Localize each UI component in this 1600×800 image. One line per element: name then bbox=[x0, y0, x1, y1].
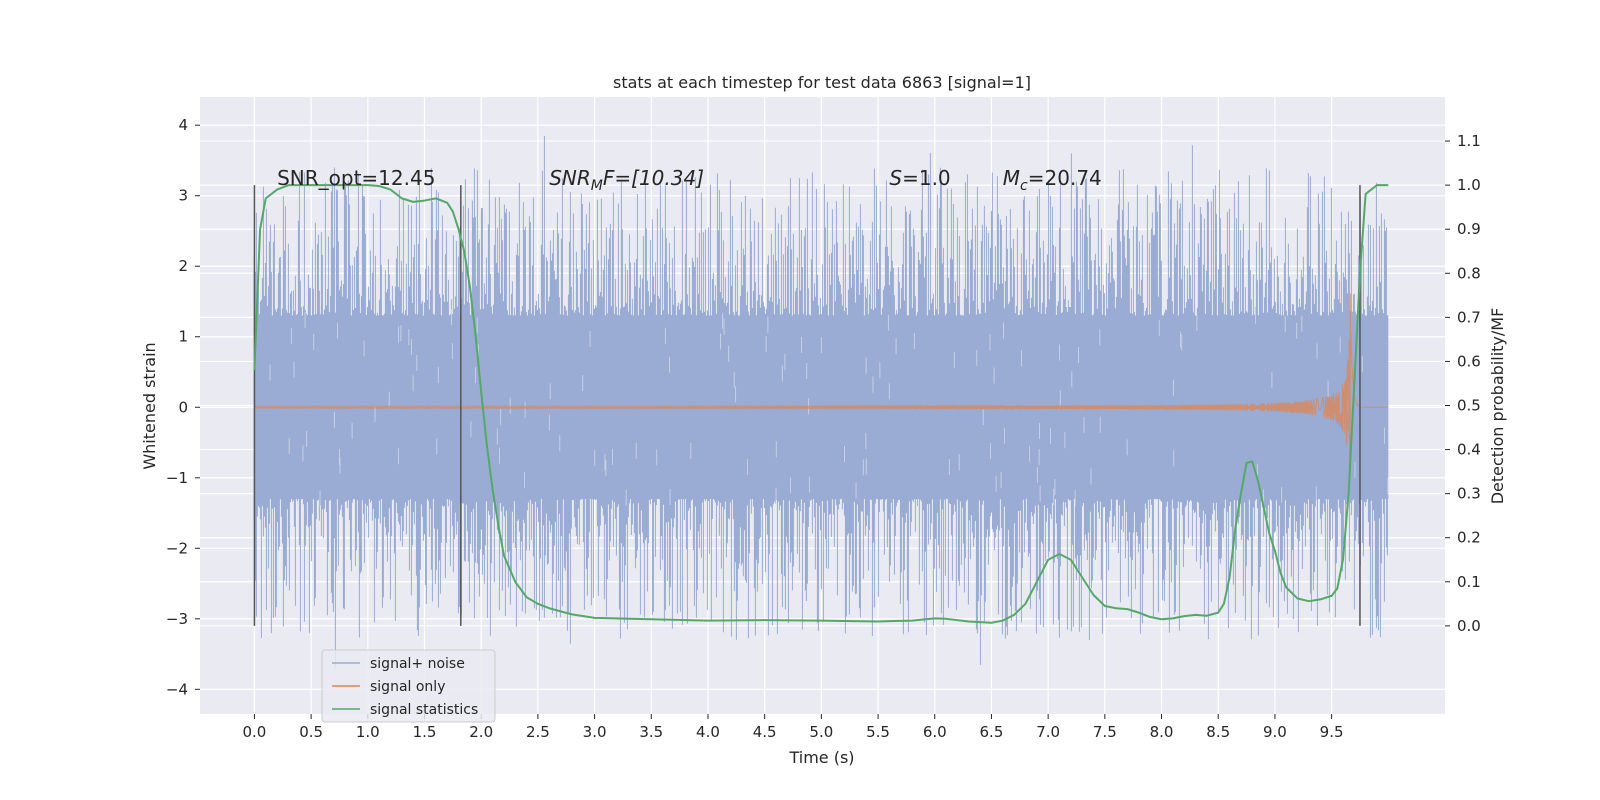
y-tick-label-left: −3 bbox=[166, 610, 188, 628]
x-tick-label: 2.5 bbox=[526, 723, 550, 741]
x-axis-label: Time (s) bbox=[788, 748, 854, 767]
y-tick-label-right: 0.5 bbox=[1457, 397, 1481, 415]
annotation-s: S=1.0 bbox=[889, 166, 950, 190]
x-tick-label: 3.5 bbox=[639, 723, 663, 741]
y-tick-label-right: 0.9 bbox=[1457, 220, 1481, 238]
legend-label-noise: signal+ noise bbox=[370, 656, 465, 672]
x-tick-label: 0.5 bbox=[299, 723, 323, 741]
y-tick-label-left: 0 bbox=[178, 398, 188, 416]
x-tick-label: 4.0 bbox=[696, 723, 720, 741]
x-tick-label: 3.0 bbox=[583, 723, 607, 741]
x-tick-label: 6.0 bbox=[923, 723, 947, 741]
x-tick-label: 8.0 bbox=[1150, 723, 1174, 741]
y-axis-label-right: Detection probability/MF bbox=[1488, 308, 1507, 505]
series-signal-statistics bbox=[253, 184, 1389, 624]
ticks: 0.0 0.5 1.0 1.5 2.0 2.5 3.0 3.5 4.0 4.5 5.0 5.5 6.0 6… bbox=[166, 116, 1481, 741]
series-signal-only bbox=[253, 293, 1389, 477]
annotation-s-value: =1.0 bbox=[902, 166, 951, 190]
annotation-snr-mf-sub: M bbox=[591, 178, 603, 194]
x-tick-label: 1.0 bbox=[356, 723, 380, 741]
annotation-snr-mf: SNRMF=[10.34] bbox=[549, 166, 704, 194]
x-tick-label: 9.0 bbox=[1263, 723, 1287, 741]
y-axis-label-left: Whitened strain bbox=[140, 342, 159, 469]
legend: signal+ noise signal only signal statist… bbox=[321, 649, 496, 723]
y-tick-label-right: 0.1 bbox=[1457, 573, 1481, 591]
annotation-snr-opt: SNR_opt=12.45 bbox=[277, 166, 435, 190]
annotation-s-prefix: S bbox=[889, 166, 902, 190]
y-tick-label-right: 0.4 bbox=[1457, 441, 1481, 459]
x-tick-label: 5.0 bbox=[809, 723, 833, 741]
data-layer bbox=[253, 136, 1389, 668]
y-tick-label-right: 0.0 bbox=[1457, 617, 1481, 635]
x-tick-label: 7.5 bbox=[1093, 723, 1117, 741]
y-tick-label-left: 1 bbox=[178, 328, 188, 346]
x-tick-label: 5.5 bbox=[866, 723, 890, 741]
annotation-snr-mf-suffix: F=[10.34] bbox=[603, 166, 704, 190]
x-tick-label: 2.0 bbox=[469, 723, 493, 741]
y-tick-label-left: 2 bbox=[178, 257, 188, 275]
y-tick-label-left: −1 bbox=[166, 469, 188, 487]
y-tick-label-left: 4 bbox=[178, 116, 188, 134]
annotation-mc-value: =20.74 bbox=[1028, 166, 1102, 190]
annotation-mc-sub: c bbox=[1020, 178, 1028, 194]
y-tick-label-right: 1.0 bbox=[1457, 176, 1481, 194]
y-tick-label-right: 0.6 bbox=[1457, 352, 1481, 370]
x-tick-label: 1.5 bbox=[413, 723, 437, 741]
annotation-mc-prefix: M bbox=[1003, 166, 1020, 190]
y-tick-label-right: 0.3 bbox=[1457, 485, 1481, 503]
y-tick-label-right: 0.7 bbox=[1457, 308, 1481, 326]
legend-box bbox=[321, 649, 496, 723]
x-tick-label: 8.5 bbox=[1206, 723, 1230, 741]
legend-label-signal: signal only bbox=[370, 679, 445, 695]
y-tick-label-left: 3 bbox=[178, 187, 188, 205]
annotations: SNR_opt=12.45 SNRMF=[10.34] S=1.0 Mc=20.… bbox=[277, 166, 1102, 194]
y-tick-label-left: −2 bbox=[166, 539, 188, 557]
x-tick-label: 0.0 bbox=[242, 723, 266, 741]
y-tick-label-left: −4 bbox=[166, 680, 188, 698]
chart-title: stats at each timestep for test data 686… bbox=[613, 73, 1031, 92]
y-tick-label-right: 0.2 bbox=[1457, 529, 1481, 547]
y-tick-label-right: 0.8 bbox=[1457, 264, 1481, 282]
annotation-mc: Mc=20.74 bbox=[1003, 166, 1102, 194]
y-tick-label-right: 1.1 bbox=[1457, 132, 1481, 150]
legend-label-statistics: signal statistics bbox=[370, 702, 478, 718]
x-tick-label: 4.5 bbox=[753, 723, 777, 741]
x-tick-label: 6.5 bbox=[980, 723, 1004, 741]
x-tick-label: 7.0 bbox=[1036, 723, 1060, 741]
x-tick-label: 9.5 bbox=[1320, 723, 1344, 741]
annotation-snr-mf-prefix: SNR bbox=[549, 166, 591, 190]
